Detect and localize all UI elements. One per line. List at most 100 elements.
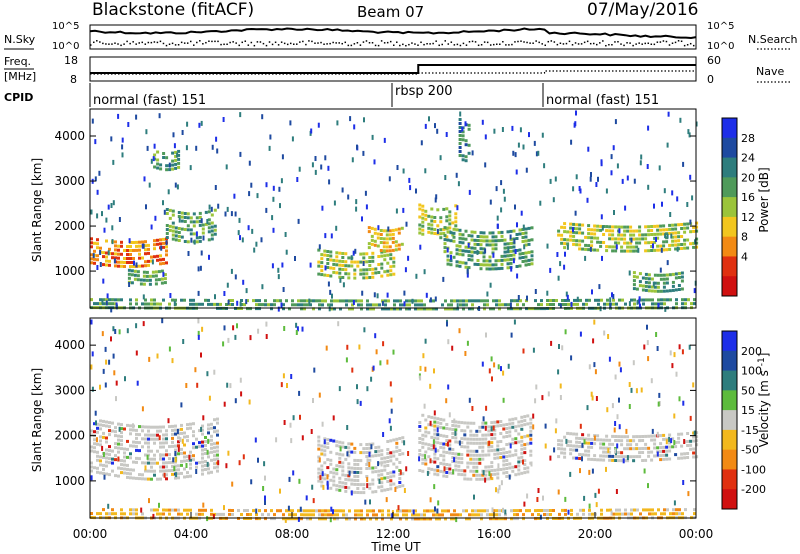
heatmap-cell	[381, 517, 384, 521]
heatmap-cell	[608, 245, 612, 249]
heatmap-cell	[189, 232, 193, 236]
heatmap-cell	[408, 177, 411, 183]
heatmap-cell	[623, 447, 627, 451]
heatmap-cell	[366, 513, 369, 517]
heatmap-cell	[390, 408, 393, 414]
heatmap-cell	[374, 267, 378, 271]
nsearch-point	[629, 42, 631, 44]
colorbar-frame	[721, 117, 738, 297]
heatmap-cell	[108, 429, 111, 433]
heatmap-cell	[523, 443, 527, 447]
heatmap-cell	[177, 161, 181, 165]
heatmap-cell	[145, 129, 148, 135]
heatmap-cell	[174, 182, 177, 188]
heatmap-cell	[371, 275, 375, 279]
heatmap-cell	[644, 458, 648, 462]
heatmap-cell	[411, 509, 414, 513]
heatmap-cell	[501, 303, 504, 307]
heatmap-cell	[508, 454, 512, 458]
nsearch-point	[262, 42, 265, 45]
heatmap-cell	[496, 215, 499, 221]
heatmap-cell	[320, 476, 324, 480]
heatmap-cell	[255, 307, 258, 311]
nsearch-point	[368, 42, 371, 44]
nsearch-point	[338, 42, 340, 44]
heatmap-cell	[597, 298, 600, 302]
heatmap-cell	[392, 450, 396, 454]
heatmap-cell	[150, 158, 153, 164]
heatmap-cell	[526, 466, 530, 470]
heatmap-cell	[506, 250, 510, 254]
heatmap-cell	[501, 127, 504, 132]
heatmap-cell	[450, 299, 453, 303]
heatmap-cell	[192, 298, 195, 302]
heatmap-cell	[496, 476, 500, 480]
heatmap-cell	[141, 445, 144, 449]
heatmap-cell	[372, 365, 375, 371]
heatmap-cell	[327, 303, 330, 307]
heatmap-cell	[90, 433, 93, 437]
heatmap-cell	[189, 426, 192, 430]
heatmap-cell	[466, 453, 470, 457]
heatmap-cell	[666, 260, 669, 266]
heatmap-cell	[680, 247, 684, 250]
heatmap-cell	[635, 237, 639, 241]
nsearch-point	[592, 42, 595, 45]
heatmap-cell	[153, 143, 156, 149]
heatmap-cell	[312, 509, 315, 513]
heatmap-cell	[470, 234, 474, 238]
heatmap-cell	[560, 439, 564, 443]
heatmap-cell	[678, 508, 681, 512]
heatmap-cell	[470, 250, 474, 254]
heatmap-cell	[183, 220, 187, 223]
heatmap-cell	[181, 438, 184, 444]
heatmap-cell	[572, 222, 576, 226]
heatmap-cell	[509, 302, 512, 308]
heatmap-cell	[487, 425, 491, 429]
heatmap-cell	[347, 486, 351, 490]
heatmap-cell	[178, 217, 181, 223]
heatmap-cell	[517, 142, 520, 148]
heatmap-cell	[462, 299, 465, 303]
heatmap-cell	[171, 472, 174, 476]
heatmap-cell	[469, 437, 473, 441]
heatmap-cell	[256, 193, 259, 199]
heatmap-cell	[617, 435, 621, 439]
heatmap-cell	[213, 454, 216, 458]
heatmap-cell	[264, 495, 266, 501]
heatmap-cell	[447, 339, 450, 345]
heatmap-cell	[387, 226, 390, 232]
heatmap-cell	[174, 476, 177, 480]
heatmap-cell	[458, 240, 462, 244]
nsearch-point	[226, 43, 228, 46]
heatmap-cell	[105, 300, 108, 306]
heatmap-cell	[668, 273, 672, 277]
heatmap-cell	[585, 302, 588, 306]
heatmap-cell	[473, 494, 475, 500]
heatmap-cell	[475, 449, 479, 453]
heatmap-cell	[484, 441, 488, 445]
heatmap-cell	[102, 419, 105, 423]
heatmap-cell	[485, 263, 489, 267]
heatmap-cell	[566, 230, 570, 234]
heatmap-cell	[429, 497, 432, 503]
heatmap-cell	[129, 249, 132, 252]
heatmap-cell	[638, 296, 641, 302]
nsearch-point	[520, 40, 522, 42]
heatmap-cell	[258, 303, 261, 307]
heatmap-cell	[537, 303, 540, 307]
heatmap-cell	[486, 303, 489, 307]
heatmap-cell	[546, 303, 549, 306]
heatmap-cell	[270, 517, 273, 521]
heatmap-cell	[117, 248, 120, 252]
heatmap-cell	[662, 445, 666, 449]
heatmap-cell	[500, 262, 504, 266]
heatmap-cell	[210, 229, 214, 233]
heatmap-cell	[355, 206, 358, 212]
heatmap-cell	[377, 453, 381, 457]
heatmap-cell	[338, 480, 342, 484]
heatmap-cell	[282, 303, 285, 307]
heatmap-cell	[153, 243, 156, 247]
heatmap-cell	[505, 455, 509, 458]
heatmap-cell	[142, 270, 146, 274]
